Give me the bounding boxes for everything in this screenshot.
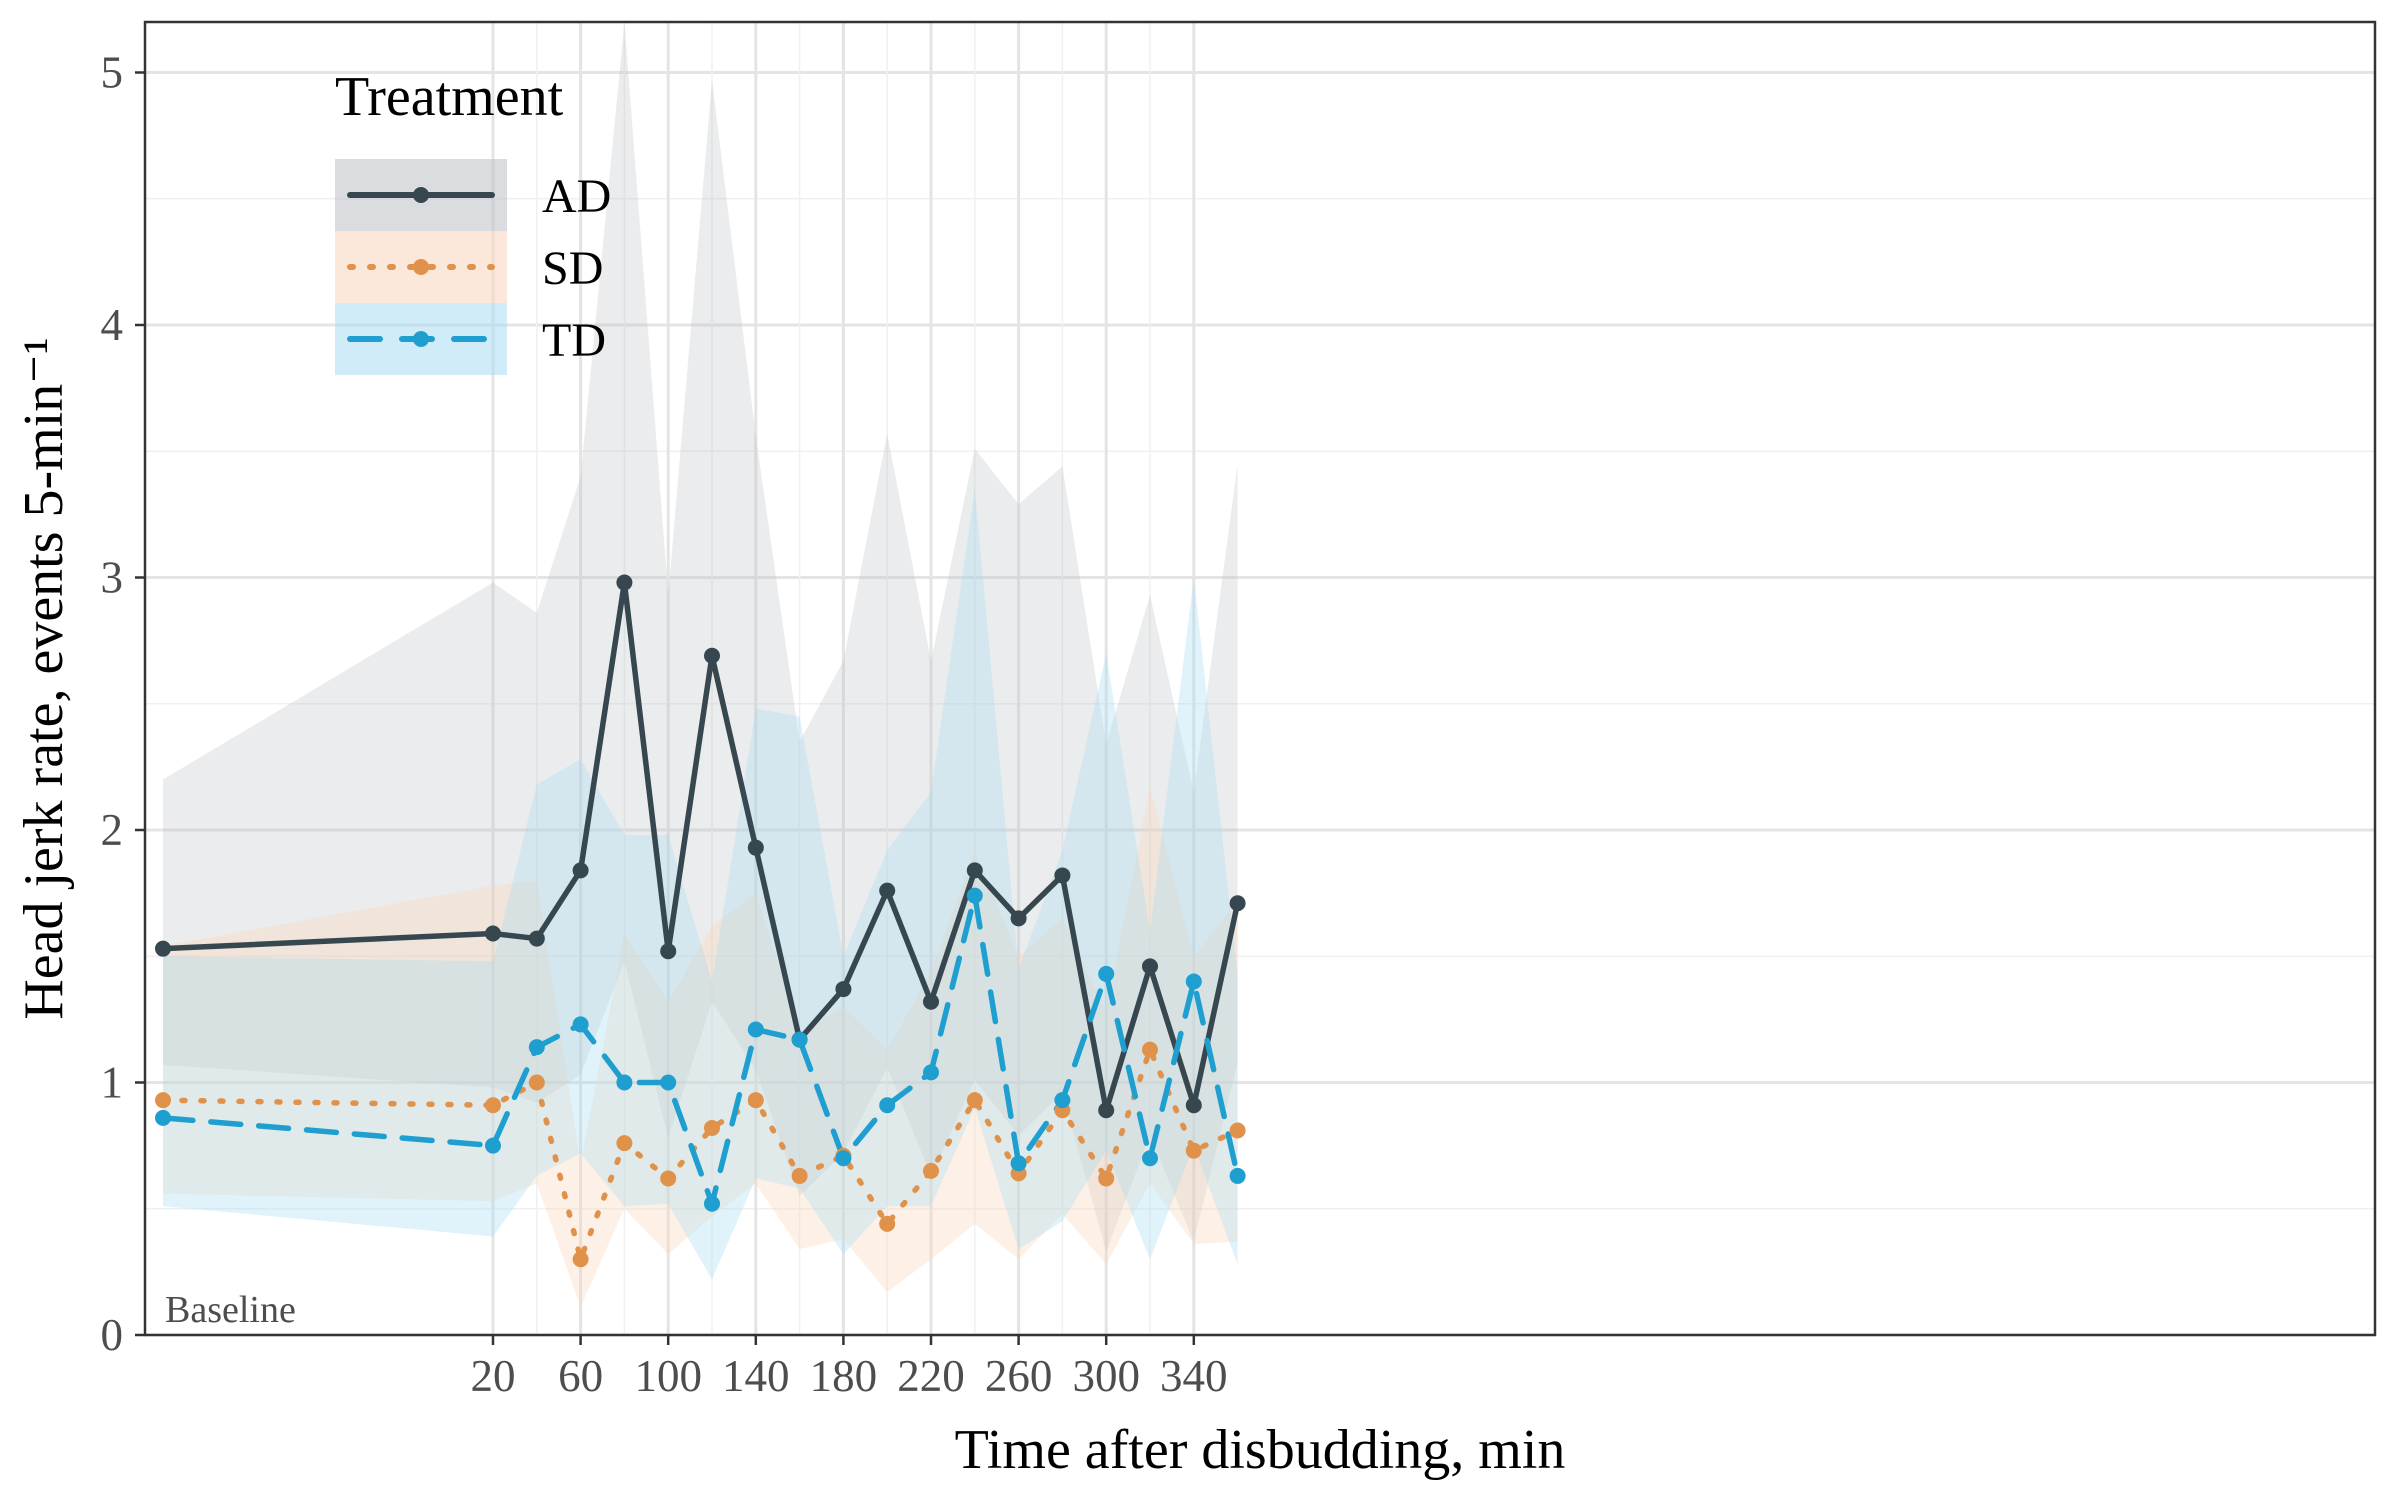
x-tick-label: 100 bbox=[634, 1351, 702, 1401]
point-sd bbox=[155, 1092, 171, 1109]
point-ad bbox=[1185, 1097, 1202, 1114]
point-sd bbox=[966, 1092, 983, 1109]
point-ad bbox=[1229, 895, 1246, 912]
baseline-annotation: Baseline bbox=[165, 1289, 296, 1331]
point-td bbox=[923, 1064, 939, 1081]
point-ad bbox=[528, 930, 545, 947]
point-sd bbox=[791, 1167, 808, 1184]
point-sd bbox=[1229, 1122, 1246, 1139]
point-ad bbox=[704, 647, 720, 664]
x-axis-title: Time after disbudding, min bbox=[955, 1419, 1566, 1481]
y-tick-label: 3 bbox=[101, 553, 124, 603]
point-td bbox=[747, 1021, 764, 1038]
point-ad bbox=[1098, 1102, 1115, 1119]
band-ad bbox=[163, 22, 1238, 1252]
point-ad bbox=[879, 882, 896, 899]
point-ad bbox=[923, 993, 939, 1010]
point-sd bbox=[1142, 1041, 1158, 1058]
point-sd bbox=[572, 1251, 589, 1268]
legend: Treatment AD SD TD bbox=[335, 66, 611, 375]
x-tick-label: 220 bbox=[897, 1351, 965, 1401]
panel-border bbox=[143, 20, 2377, 1337]
x-tick-label: 340 bbox=[1160, 1351, 1228, 1401]
x-tick-label: 300 bbox=[1072, 1351, 1140, 1401]
point-ad bbox=[155, 940, 171, 957]
point-td bbox=[572, 1016, 589, 1033]
band-td bbox=[163, 489, 1238, 1280]
point-ad bbox=[1010, 910, 1027, 927]
point-sd bbox=[1185, 1142, 1202, 1159]
point-td bbox=[660, 1074, 677, 1091]
point-sd bbox=[1098, 1170, 1115, 1187]
point-td bbox=[528, 1039, 545, 1056]
point-td bbox=[1010, 1155, 1027, 1172]
legend-label-sd: SD bbox=[542, 242, 603, 295]
point-ad bbox=[747, 839, 764, 856]
point-td bbox=[966, 887, 983, 904]
point-td bbox=[1054, 1092, 1071, 1109]
x-tick-label: 180 bbox=[810, 1351, 878, 1401]
legend-point-td bbox=[413, 331, 429, 347]
y-tick-label: 5 bbox=[101, 48, 124, 98]
y-axis-title: Head jerk rate, events 5-min⁻¹ bbox=[13, 337, 75, 1019]
axis-ticks bbox=[135, 71, 1196, 1345]
y-tick-label: 1 bbox=[101, 1058, 124, 1108]
series-points bbox=[155, 574, 1246, 1268]
y-tick-label: 0 bbox=[101, 1310, 124, 1360]
point-td bbox=[485, 1137, 501, 1154]
y-tick-label: 4 bbox=[101, 300, 124, 350]
point-td bbox=[879, 1097, 896, 1114]
point-td bbox=[1098, 965, 1115, 982]
point-td bbox=[704, 1195, 720, 1212]
tick-labels: 0 1 2 3 4 5 20 60 100 140 180 220 260 300 340 bbox=[101, 48, 1228, 1402]
legend-point-sd bbox=[413, 259, 429, 275]
point-sd bbox=[704, 1119, 720, 1136]
point-sd bbox=[879, 1215, 896, 1232]
x-tick-label: 260 bbox=[985, 1351, 1053, 1401]
point-sd bbox=[485, 1097, 501, 1114]
legend-title: Treatment bbox=[335, 66, 564, 128]
point-sd bbox=[923, 1162, 939, 1179]
point-sd bbox=[528, 1074, 545, 1091]
point-ad bbox=[660, 943, 677, 960]
point-td bbox=[1142, 1150, 1158, 1167]
point-ad bbox=[572, 862, 589, 879]
point-ad bbox=[616, 574, 633, 591]
x-tick-label: 140 bbox=[722, 1351, 790, 1401]
point-td bbox=[1229, 1167, 1246, 1184]
point-sd bbox=[660, 1170, 677, 1187]
point-ad bbox=[966, 862, 983, 879]
point-sd bbox=[616, 1135, 633, 1152]
point-td bbox=[791, 1031, 808, 1048]
x-tick-label: 20 bbox=[471, 1351, 516, 1401]
y-tick-label: 2 bbox=[101, 805, 124, 855]
x-tick-label: 60 bbox=[558, 1351, 603, 1401]
point-sd bbox=[747, 1092, 764, 1109]
point-ad bbox=[1142, 958, 1158, 975]
point-td bbox=[835, 1150, 852, 1167]
point-td bbox=[1185, 973, 1202, 990]
point-td bbox=[155, 1109, 171, 1126]
legend-point-ad bbox=[413, 187, 429, 203]
legend-keys: AD SD TD bbox=[335, 159, 611, 375]
point-ad bbox=[485, 925, 501, 942]
point-ad bbox=[1054, 867, 1071, 884]
legend-label-ad: AD bbox=[542, 170, 611, 223]
legend-label-td: TD bbox=[542, 314, 606, 367]
point-td bbox=[616, 1074, 633, 1091]
point-ad bbox=[835, 981, 852, 998]
